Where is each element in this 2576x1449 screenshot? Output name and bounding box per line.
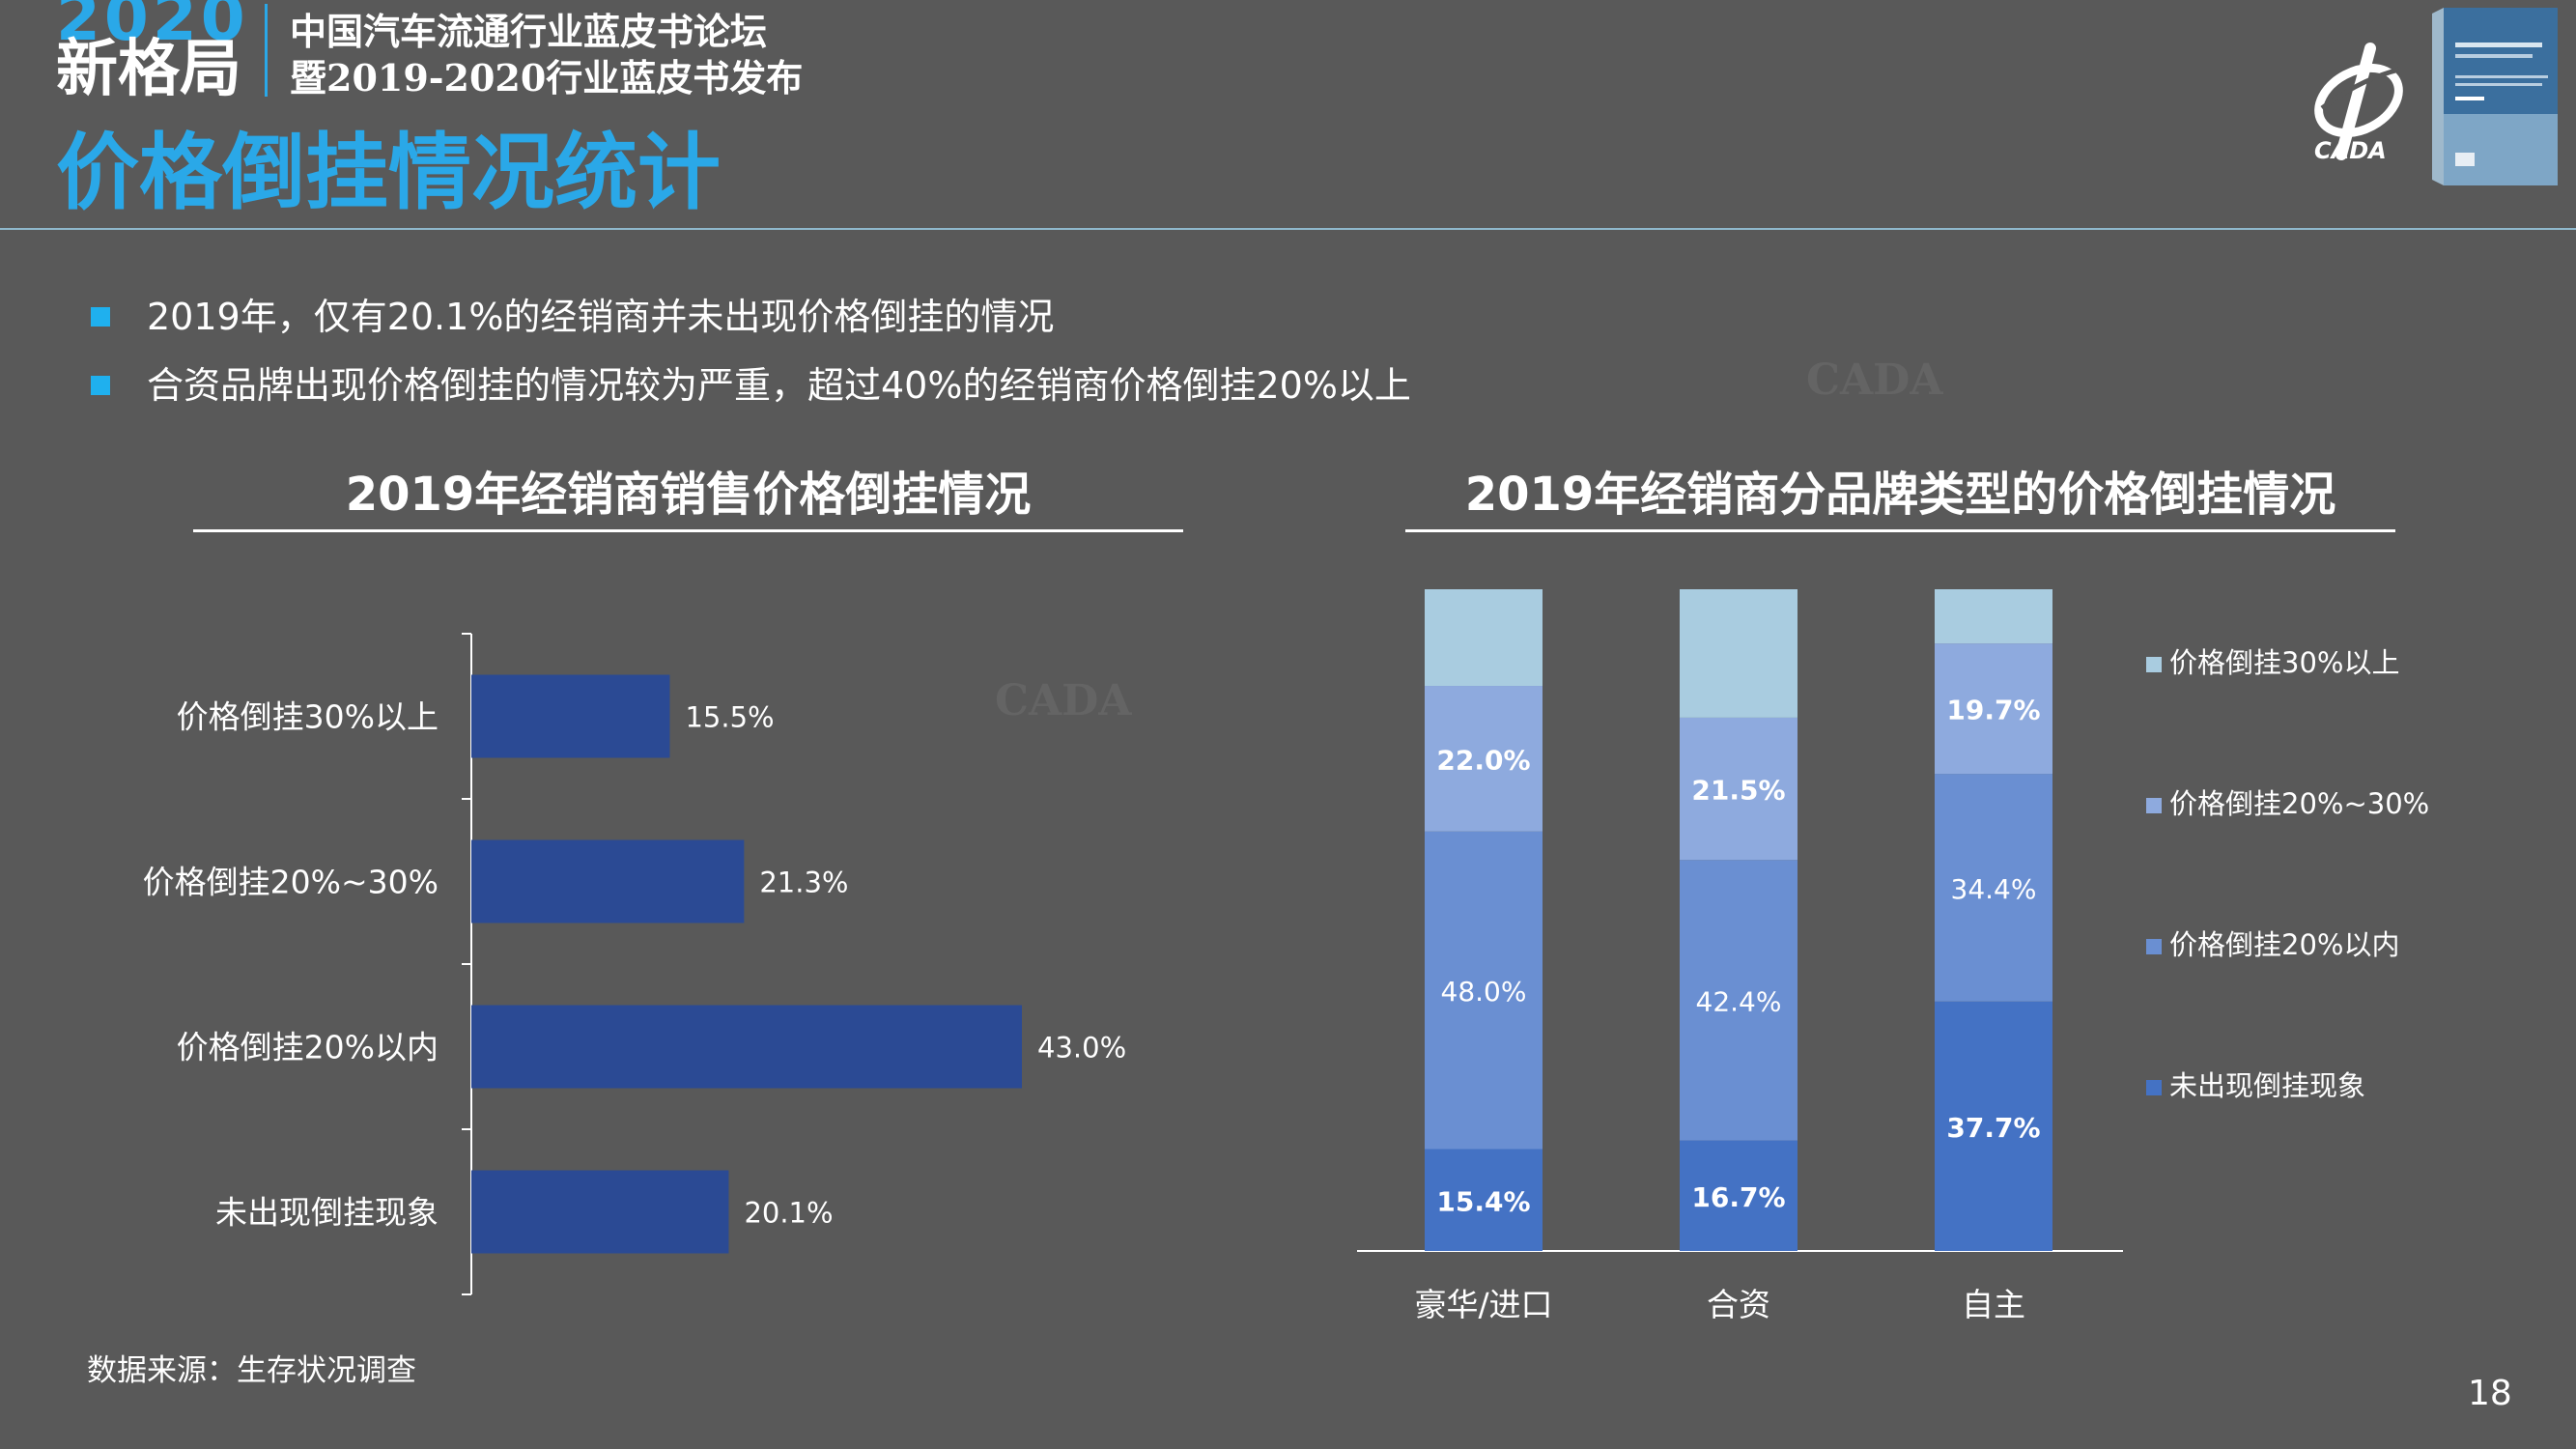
bullet-point: 合资品牌出现价格倒挂的情况较为严重，超过40%的经销商价格倒挂20%以上 — [91, 367, 1411, 404]
chart2-category-label: 豪华/进口 — [1414, 1286, 1552, 1323]
page-number: 18 — [2468, 1374, 2512, 1413]
watermark-logo: CADA — [1806, 355, 1943, 405]
chart2-bar-segment — [1935, 589, 2052, 644]
chart1-bar — [471, 839, 745, 923]
chart2-bar-segment — [1680, 589, 1798, 718]
chart1-bar — [471, 1005, 1022, 1089]
chart2-bar-segment — [1425, 1149, 1543, 1251]
chart2-segment-label: 15.4% — [1436, 1185, 1530, 1217]
chart2-category-label: 自主 — [1962, 1286, 2025, 1323]
chart2-bar-segment — [1680, 1140, 1798, 1251]
chart2-legend-swatch — [2146, 1080, 2162, 1095]
bullet-text: 2019年，仅有20.1%的经销商并未出现价格倒挂的情况 — [147, 296, 1055, 338]
chart1-bar — [471, 674, 670, 758]
title-divider — [0, 228, 2576, 230]
chart2-bar-segment — [1935, 774, 2052, 1002]
bullet-text: 合资品牌出现价格倒挂的情况较为严重，超过40%的经销商价格倒挂20%以上 — [147, 364, 1411, 407]
header-slogan: 新格局 — [56, 34, 241, 105]
chart2-title-underline — [1405, 529, 2395, 532]
data-source-note: 数据来源：生存状况调查 — [87, 1353, 416, 1388]
watermark-logo: CADA — [995, 676, 1132, 725]
chart2-legend-label: 价格倒挂20%以内 — [2169, 928, 2399, 961]
forum-title-line1: 中国汽车流通行业蓝皮书论坛 — [290, 10, 768, 53]
chart2-segment-label: 42.4% — [1696, 985, 1782, 1017]
chart1-category-label: 价格倒挂30%以上 — [177, 698, 439, 736]
bullet-square-icon — [91, 307, 110, 327]
chart2-segment-label: 16.7% — [1691, 1181, 1785, 1213]
chart1-category-label: 未出现倒挂现象 — [215, 1194, 439, 1232]
cada-logo-text: CADA — [2314, 137, 2387, 164]
chart2-bar-segment — [1935, 1001, 2052, 1251]
chart1-value-label: 21.3% — [759, 867, 848, 899]
header-divider — [265, 4, 268, 97]
chart2-bar-segment — [1935, 643, 2052, 775]
forum-title-line2: 暨2019-2020行业蓝皮书发布 — [290, 56, 804, 99]
chart1-value-label: 15.5% — [685, 701, 774, 734]
chart1-title-underline — [193, 529, 1183, 532]
bullet-square-icon — [91, 376, 110, 395]
chart2-segment-label: 48.0% — [1441, 976, 1527, 1008]
chart2-bar-segment — [1680, 860, 1798, 1141]
chart2-title: 2019年经销商分品牌类型的价格倒挂情况 — [1464, 468, 2336, 522]
header-year: 2020 — [56, 0, 249, 55]
chart2-segment-label: 22.0% — [1436, 744, 1530, 776]
bluebook-cover-image — [2432, 8, 2558, 185]
page-title: 价格倒挂情况统计 — [56, 125, 721, 221]
chart2-segment-label: 34.4% — [1951, 873, 2037, 905]
chart2-legend-swatch — [2146, 657, 2162, 672]
chart2-bar-segment — [1680, 717, 1798, 861]
chart1-title: 2019年经销商销售价格倒挂情况 — [345, 468, 1032, 522]
chart1-value-label: 43.0% — [1037, 1032, 1126, 1065]
chart1-bar — [471, 1170, 729, 1254]
chart2-legend-label: 未出现倒挂现象 — [2169, 1069, 2365, 1102]
chart2-segment-label: 37.7% — [1946, 1112, 2040, 1144]
chart2-bar-segment — [1425, 831, 1543, 1150]
chart1-value-label: 20.1% — [744, 1197, 833, 1230]
chart2-legend-label: 价格倒挂20%~30% — [2169, 787, 2429, 820]
bullet-point: 2019年，仅有20.1%的经销商并未出现价格倒挂的情况 — [91, 298, 1054, 335]
chart2-legend-swatch — [2146, 798, 2162, 813]
chart2-legend-label: 价格倒挂30%以上 — [2169, 646, 2399, 679]
chart2-segment-label: 21.5% — [1691, 775, 1785, 807]
chart2-bar-segment — [1425, 589, 1543, 687]
chart1-category-label: 价格倒挂20%~30% — [143, 864, 439, 901]
cada-logo: CADA — [2303, 41, 2419, 166]
chart2-category-label: 合资 — [1707, 1286, 1770, 1323]
chart2-segment-label: 19.7% — [1946, 695, 2040, 726]
chart1-category-label: 价格倒挂20%以内 — [177, 1029, 439, 1066]
cada-logo-icon — [2314, 43, 2403, 160]
chart2-legend-swatch — [2146, 939, 2162, 954]
chart2-bar-segment — [1425, 686, 1543, 832]
